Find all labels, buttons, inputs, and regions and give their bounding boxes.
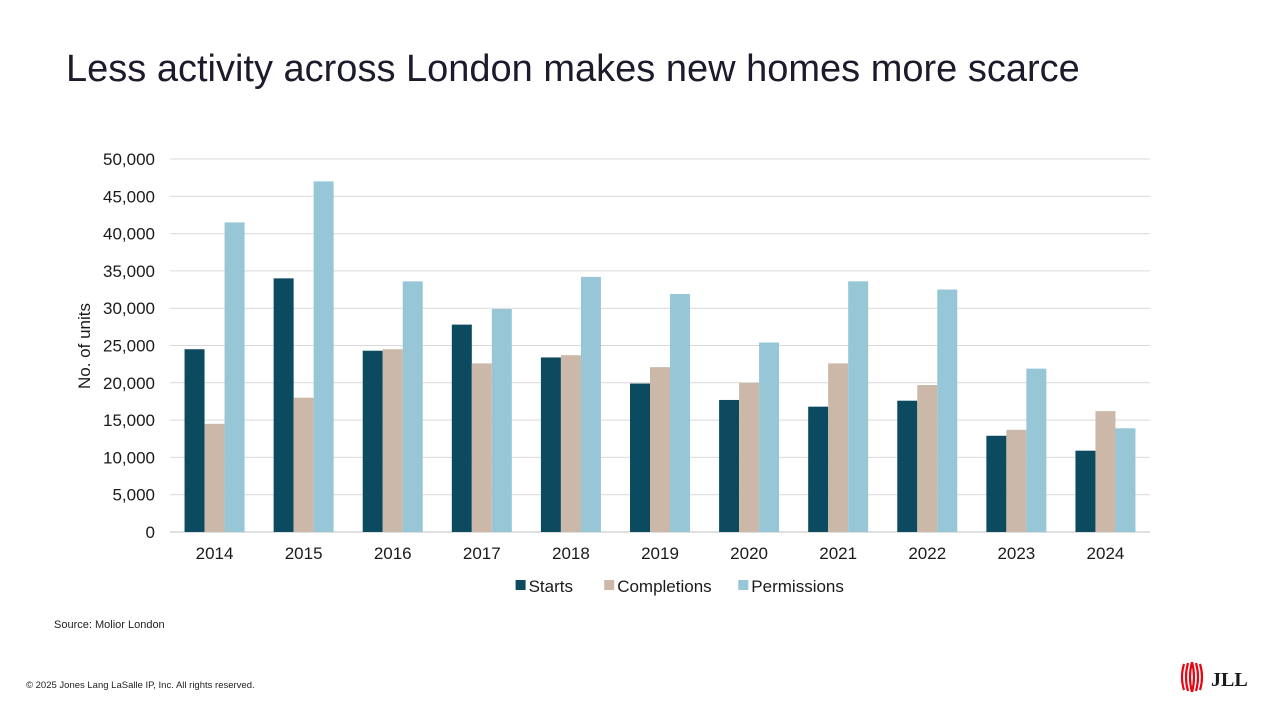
bar-permissions-2020 [759,342,780,532]
bar-completions-2017 [471,363,492,532]
bar-permissions-2016 [402,281,423,532]
x-tick-label: 2023 [997,544,1035,563]
bars [184,181,1136,532]
x-axis-ticks: 2014 2015 2016 2017 2018 2019 2020 2021 2022 2023… [196,544,1125,563]
bar-completions-2018 [560,355,581,532]
bar-completions-2015 [293,397,314,532]
legend-label: Permissions [751,577,844,596]
bar-permissions-2024 [1115,428,1136,532]
x-tick-label: 2022 [908,544,946,563]
bar-starts-2018 [540,357,561,532]
x-tick-label: 2014 [196,544,234,563]
y-tick-label: 30,000 [103,299,155,318]
y-tick-label: 0 [146,523,155,542]
bar-completions-2024 [1095,411,1116,532]
y-tick-label: 5,000 [112,486,155,505]
y-tick-label: 45,000 [103,187,155,206]
bar-starts-2021 [808,406,829,532]
x-tick-label: 2021 [819,544,857,563]
x-tick-label: 2017 [463,544,501,563]
y-tick-label: 50,000 [103,150,155,169]
bar-starts-2017 [451,324,472,532]
bar-permissions-2021 [848,281,869,532]
x-tick-label: 2018 [552,544,590,563]
y-tick-label: 25,000 [103,337,155,356]
x-tick-label: 2015 [285,544,323,563]
bar-completions-2022 [917,385,938,532]
bar-permissions-2017 [491,308,512,532]
bar-completions-2021 [828,363,849,532]
bar-starts-2022 [897,400,918,532]
bar-completions-2023 [1006,429,1027,532]
bar-starts-2019 [630,383,650,532]
bar-starts-2015 [273,278,294,532]
bar-permissions-2019 [670,294,690,532]
y-tick-label: 15,000 [103,411,155,430]
jll-logo: JLL [1180,660,1252,694]
bar-starts-2023 [986,435,1007,532]
bar-completions-2020 [739,382,760,532]
y-axis-ticks: 0 5,000 10,000 15,000 20,000 25,000 30,000 35,0… [103,150,155,542]
bar-completions-2019 [650,367,670,532]
svg-text:JLL: JLL [1211,669,1248,691]
legend-swatch [738,580,749,590]
bar-permissions-2023 [1026,368,1047,532]
y-tick-label: 35,000 [103,262,155,281]
copyright-notice: © 2025 Jones Lang LaSalle IP, Inc. All r… [26,680,255,691]
bar-permissions-2022 [937,289,958,532]
legend-swatch [604,580,615,590]
bar-starts-2020 [719,399,740,532]
bar-starts-2014 [184,349,205,532]
y-tick-label: 10,000 [103,448,155,467]
bar-completions-2016 [382,349,403,532]
x-tick-label: 2019 [641,544,679,563]
slide-title: Less activity across London makes new ho… [66,48,1080,90]
x-tick-label: 2024 [1087,544,1125,563]
bar-starts-2024 [1075,450,1096,532]
x-tick-label: 2016 [374,544,412,563]
logo-icon: JLL [1180,661,1248,693]
x-tick-label: 2020 [730,544,768,563]
y-tick-label: 20,000 [103,374,155,393]
source-note: Source: Molior London [54,619,165,631]
bar-completions-2014 [204,423,225,532]
legend-label: Starts [529,577,573,596]
bar-starts-2016 [362,350,383,532]
legend: Starts Completions Permissions [515,577,844,596]
bar-permissions-2018 [580,276,601,532]
bar-permissions-2014 [224,222,245,532]
legend-label: Completions [617,577,712,596]
bar-permissions-2015 [313,181,334,532]
y-axis-label: No. of units [75,303,94,389]
legend-swatch [515,580,526,590]
y-tick-label: 40,000 [103,225,155,244]
